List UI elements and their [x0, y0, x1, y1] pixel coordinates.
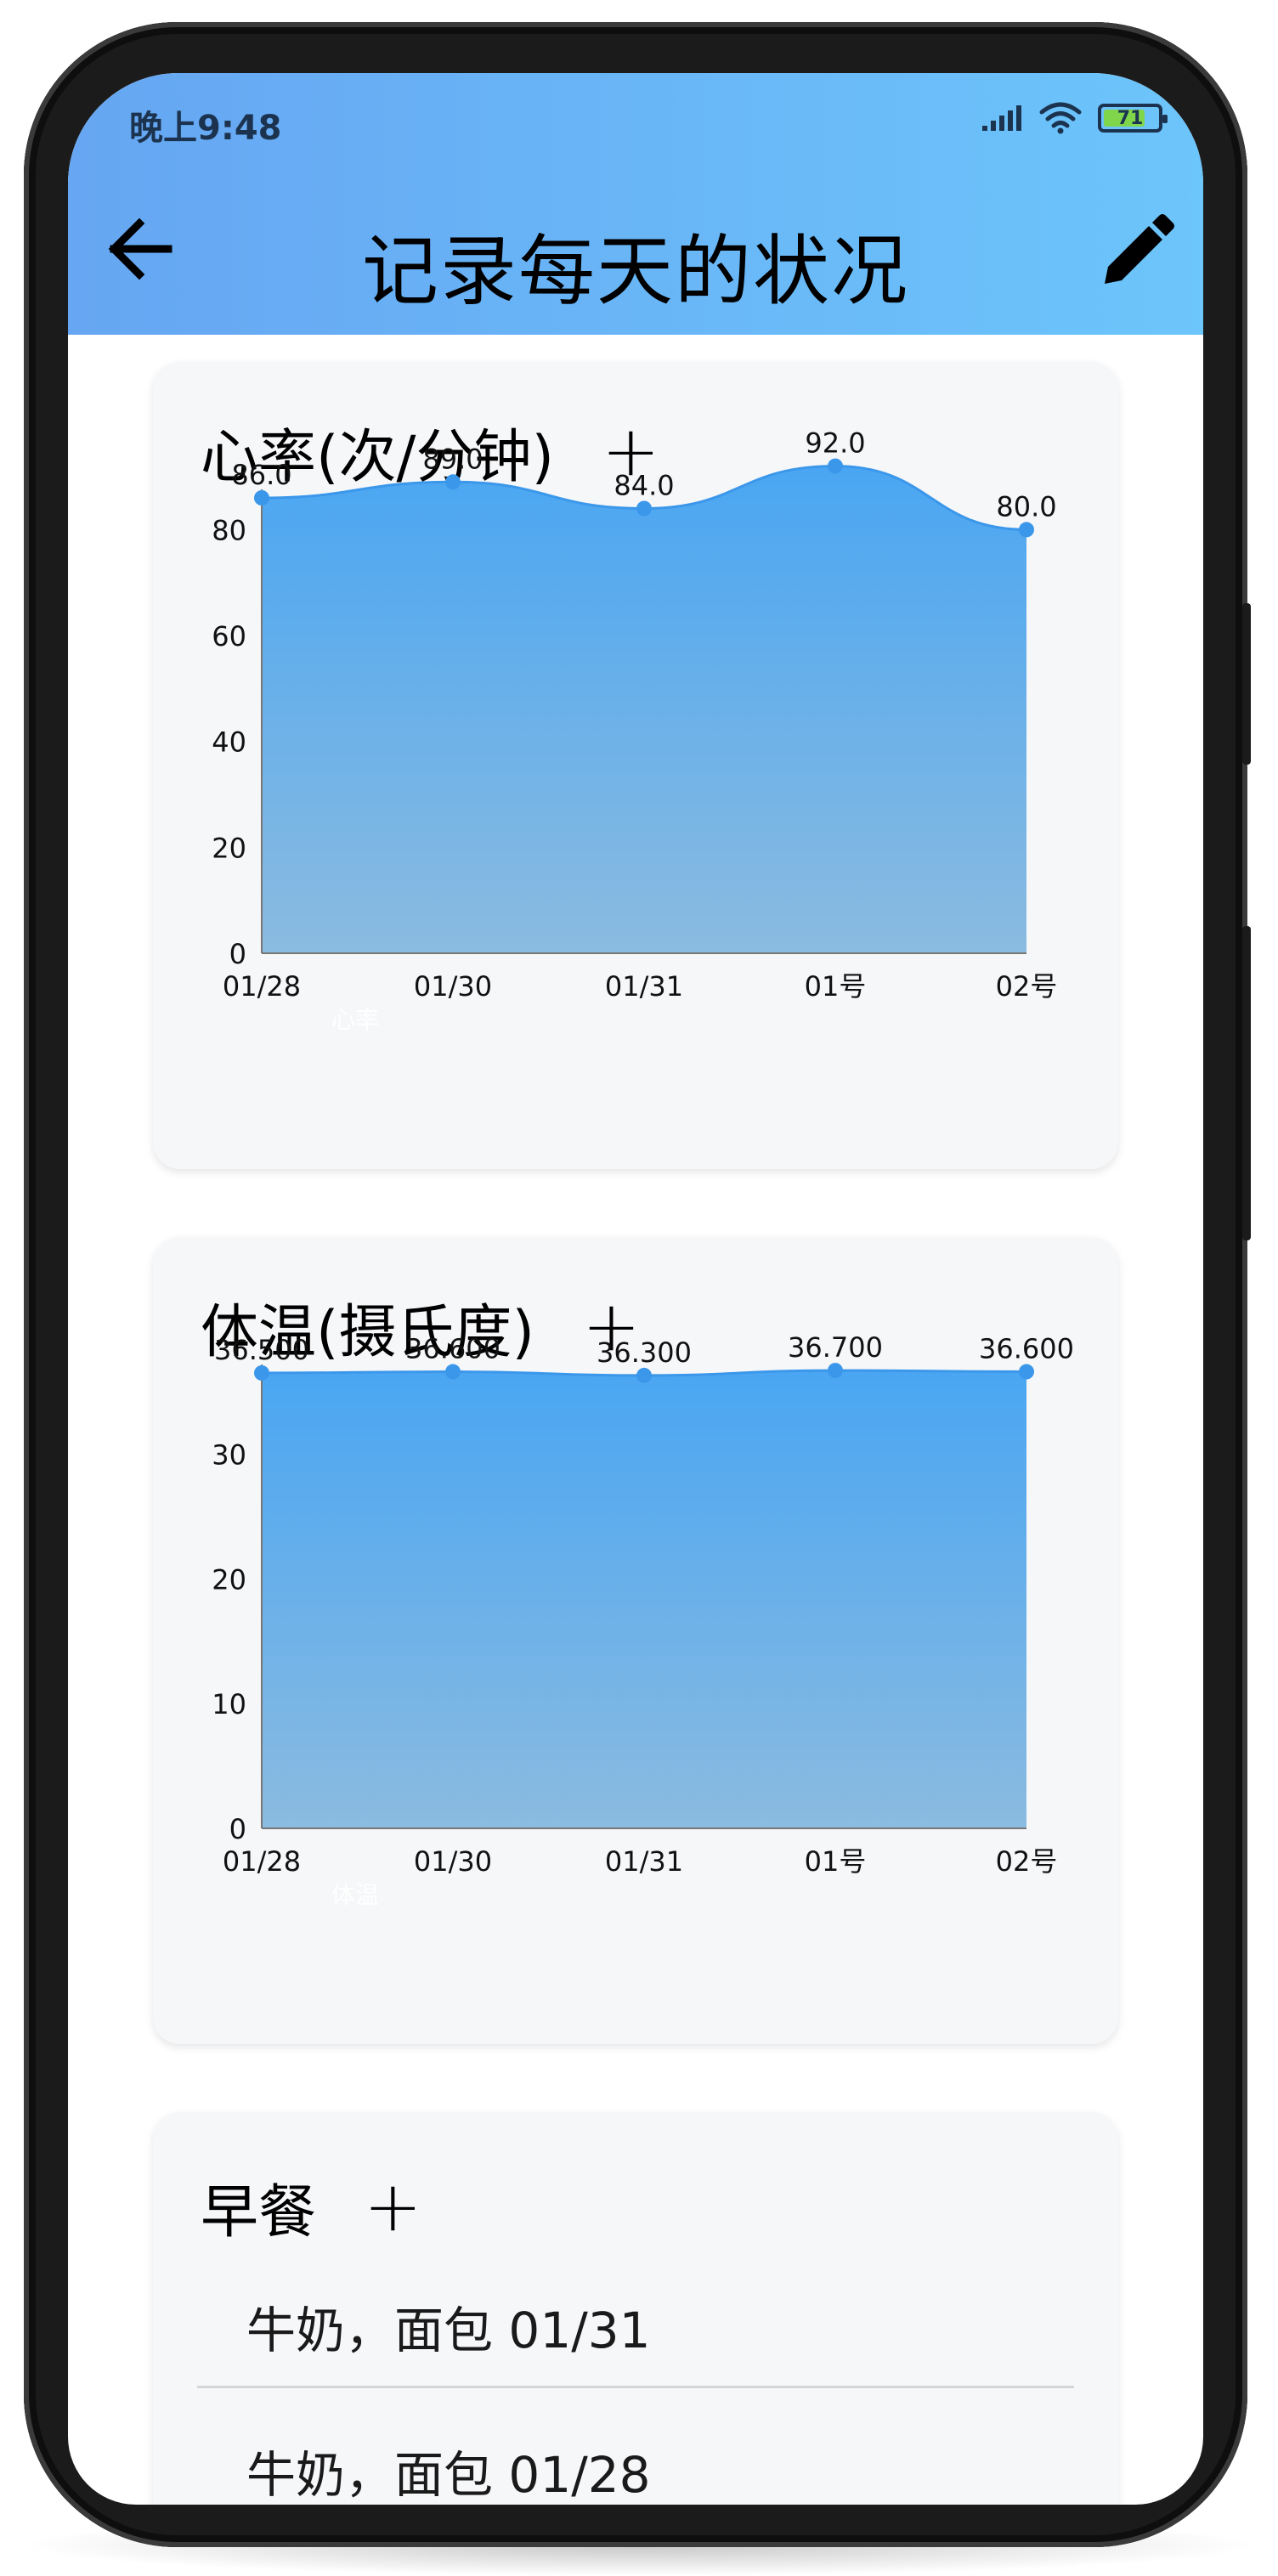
x-tick-label: 01/31	[605, 1845, 683, 1878]
status-time: 晚上9:48	[129, 109, 282, 148]
data-point	[636, 500, 652, 517]
temperature-chart: 0 10 20 30 01/28 01/30 01/31 01号 02号 36.500 36.600…	[212, 1331, 1074, 1909]
x-tick-label: 01/31	[605, 970, 683, 1003]
breakfast-title-row: 早餐 +	[201, 2165, 422, 2249]
data-label: 36.600	[405, 1333, 500, 1365]
y-tick-label: 20	[212, 832, 246, 864]
page-title: 记录每天的状况	[362, 227, 909, 316]
data-label: 89.0	[422, 443, 483, 475]
heart-rate-title: 心率(次/分钟)	[201, 424, 554, 491]
status-icons: 71	[981, 102, 1168, 134]
data-label: 80.0	[996, 490, 1056, 523]
data-point	[445, 1364, 461, 1380]
x-tick-label: 02号	[996, 1845, 1058, 1878]
battery-level: 71	[1117, 107, 1144, 129]
temperature-title: 体温(摄氏度)	[201, 1299, 535, 1366]
data-point	[1019, 1364, 1034, 1380]
y-tick-label: 10	[212, 1688, 246, 1720]
data-label: 84.0	[614, 469, 674, 501]
add-breakfast-button[interactable]: +	[364, 2166, 422, 2247]
data-label: 92.0	[805, 427, 865, 460]
battery-fill	[1104, 110, 1145, 127]
y-tick-label: 0	[229, 938, 246, 970]
list-item[interactable]: 牛奶，面包 01/28	[246, 2446, 651, 2504]
x-tick-label: 01号	[805, 970, 867, 1003]
x-tick-label: 01/30	[414, 1845, 492, 1878]
data-point	[254, 490, 269, 506]
temperature-title-row: 体温(摄氏度) +	[201, 1285, 641, 1369]
x-tick-label: 01/30	[414, 970, 492, 1003]
breakfast-card: 早餐 + 牛奶，面包 01/31 牛奶，面包 01/28	[153, 2112, 1118, 2505]
wifi-icon	[1039, 102, 1082, 134]
battery-cap	[1162, 115, 1168, 123]
data-point	[828, 1363, 843, 1379]
arrow-left-icon	[108, 217, 172, 280]
volume-button	[1242, 603, 1251, 765]
add-temperature-button[interactable]: +	[582, 1285, 641, 1367]
divider	[197, 2386, 1074, 2388]
data-label: 36.500	[214, 1334, 309, 1366]
list-item[interactable]: 牛奶，面包 01/31	[246, 2302, 651, 2359]
series-area	[262, 466, 1026, 953]
x-tick-label: 01/28	[223, 970, 301, 1003]
y-tick-label: 80	[212, 514, 246, 546]
x-tick-label: 02号	[996, 970, 1058, 1003]
temperature-card: 体温(摄氏度) + 0 10 20 30 01/28 01/30 01/31 01号 02号 36…	[153, 1237, 1118, 2044]
back-button[interactable]	[102, 211, 178, 287]
y-tick-label: 40	[212, 726, 246, 759]
data-label: 36.600	[979, 1333, 1074, 1365]
legend-label: 体温	[331, 1881, 379, 1909]
add-heart-rate-button[interactable]: +	[601, 410, 660, 492]
signal-icon	[982, 105, 1021, 131]
data-point	[636, 1367, 652, 1383]
pencil-icon	[1105, 214, 1174, 284]
data-point	[828, 458, 843, 474]
heart-rate-chart: 0 20 40 60 80 01/28 01/30 01/31 01号 02号 86.0 89.0 84…	[212, 427, 1058, 1034]
data-label: 86.0	[231, 459, 291, 491]
breakfast-title: 早餐	[201, 2179, 317, 2246]
y-tick-label: 60	[212, 620, 246, 652]
data-label: 36.700	[788, 1331, 883, 1364]
x-tick-label: 01号	[805, 1845, 867, 1878]
heart-rate-title-row: 心率(次/分钟) +	[201, 410, 660, 494]
data-label: 36.300	[597, 1336, 692, 1369]
app-bar: 晚上9:48 71	[68, 73, 1203, 335]
data-point	[445, 474, 461, 490]
screen: 晚上9:48 71	[68, 73, 1203, 2505]
legend-label: 心率	[331, 1006, 379, 1034]
x-tick-label: 01/28	[223, 1845, 301, 1878]
edit-button[interactable]	[1096, 211, 1178, 292]
power-button	[1242, 926, 1251, 1240]
y-tick-label: 20	[212, 1563, 246, 1596]
y-tick-label: 0	[229, 1813, 246, 1845]
series-area	[262, 1370, 1026, 1828]
y-tick-label: 30	[212, 1438, 246, 1471]
battery-icon: 71	[1098, 104, 1168, 133]
data-point	[254, 1365, 269, 1381]
heart-rate-card: 心率(次/分钟) + 0 20 40 60 80 01/28 01/30 01/31 01号 02…	[153, 362, 1118, 1169]
data-point	[1019, 522, 1034, 538]
